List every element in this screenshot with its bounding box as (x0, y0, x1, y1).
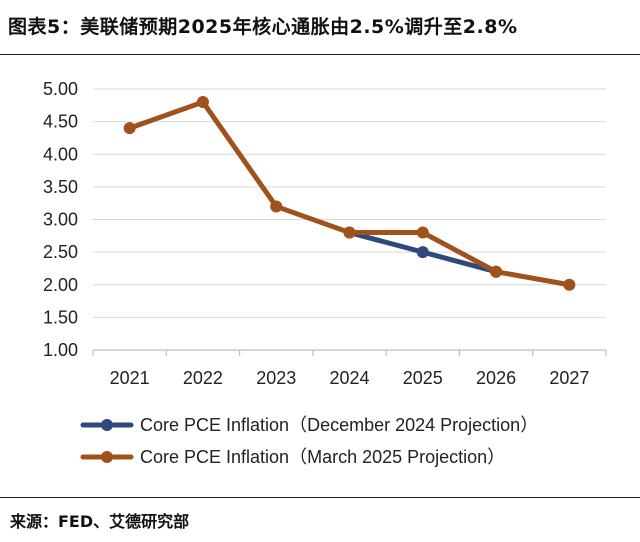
legend-label: Core PCE Inflation（December 2024 Project… (140, 415, 538, 435)
x-tick-label: 2023 (256, 368, 296, 388)
legend-swatch-marker (101, 451, 113, 463)
legend-item-2: Core PCE Inflation（March 2025 Projection… (80, 447, 505, 467)
data-point (416, 246, 429, 259)
data-point (196, 96, 209, 109)
x-tick-label: 2025 (403, 368, 443, 388)
y-tick-label: 3.00 (43, 210, 78, 230)
x-tick-label: 2024 (329, 368, 369, 388)
y-tick-label: 2.00 (43, 275, 78, 295)
x-tick-label: 2022 (183, 368, 223, 388)
series-line (127, 99, 572, 288)
y-tick-label: 4.00 (43, 144, 78, 164)
legend-label: Core PCE Inflation（March 2025 Projection… (140, 447, 505, 467)
legend: Core PCE Inflation（December 2024 Project… (80, 415, 538, 467)
y-tick-label: 3.50 (43, 177, 78, 197)
source-divider (0, 497, 640, 498)
x-tick-label: 2026 (476, 368, 516, 388)
y-tick-label: 1.00 (43, 340, 78, 360)
data-point (563, 278, 576, 291)
x-axis-ticks: 2021 2022 2023 2024 2025 2026 2027 (110, 368, 590, 388)
series-lines (123, 96, 576, 291)
title-divider (0, 54, 640, 55)
data-point (270, 200, 283, 213)
y-axis-ticks: 1.00 1.50 2.00 2.50 3.00 3.50 4.00 4.50 5.00 (43, 79, 78, 360)
y-tick-label: 5.00 (43, 79, 78, 99)
x-tick-label: 2027 (549, 368, 589, 388)
x-axis (92, 349, 607, 356)
x-tick-label: 2021 (110, 368, 150, 388)
legend-swatch-marker (101, 419, 113, 431)
series-2 (123, 96, 576, 291)
data-point (123, 122, 136, 135)
data-point (490, 265, 503, 278)
figure-title: 图表5：美联储预期2025年核心通胀由2.5%调升至2.8% (8, 16, 518, 38)
gridlines (93, 88, 606, 318)
legend-item-1: Core PCE Inflation（December 2024 Project… (80, 415, 538, 435)
y-tick-label: 1.50 (43, 307, 78, 327)
source-note: 来源：FED、艾德研究部 (10, 512, 190, 531)
data-point (343, 226, 356, 239)
y-tick-label: 4.50 (43, 112, 78, 132)
data-point (416, 226, 429, 239)
y-tick-label: 2.50 (43, 242, 78, 262)
